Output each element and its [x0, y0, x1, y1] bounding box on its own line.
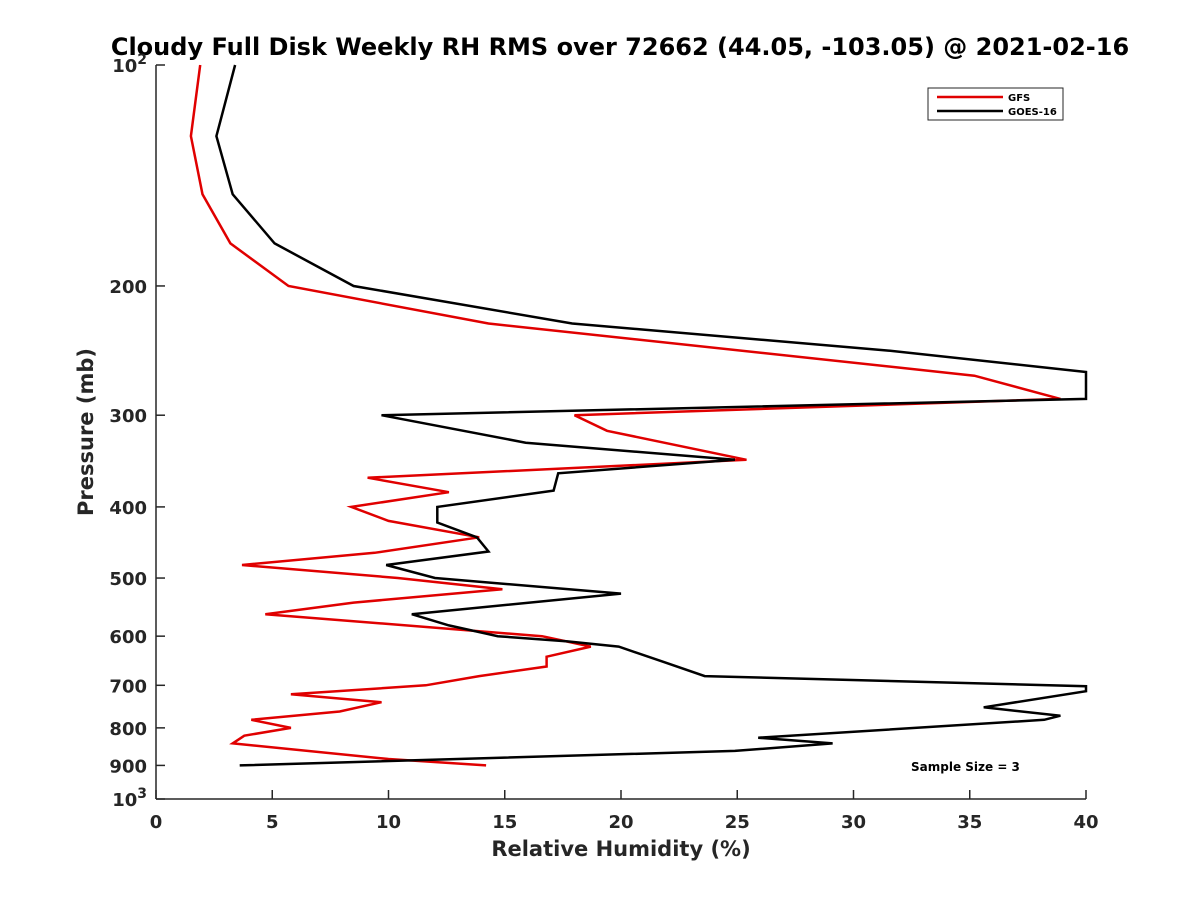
legend-label-goes-16: GOES-16 — [1008, 107, 1057, 118]
x-ticks: 0 5 10 15 20 25 30 35 40 — [150, 790, 1099, 833]
series-line-gfs — [189, 64, 1061, 767]
y-tick-label: 200 — [109, 277, 147, 298]
legend-box — [927, 87, 1064, 121]
y-tick-label: 900 — [109, 756, 147, 777]
y-tick-label: 500 — [109, 569, 147, 590]
plot-background — [156, 65, 1086, 799]
x-tick-label: 15 — [492, 812, 517, 833]
x-tick-label: 5 — [266, 812, 279, 833]
y-tick-label: 400 — [109, 498, 147, 519]
legend-label-gfs: GFS — [1008, 93, 1030, 104]
series-line-goes-16 — [215, 64, 1088, 767]
y-tick-label: 300 — [109, 406, 147, 427]
series-layer — [189, 64, 1088, 767]
x-tick-label: 30 — [841, 812, 866, 833]
y-axis-label: Pressure (mb) — [74, 348, 98, 516]
sample-size-annotation: Sample Size = 3 — [911, 760, 1020, 774]
plot-area: 0 5 10 15 20 25 30 35 40 102 200 300 400 500 600 700 80… — [109, 52, 1098, 833]
x-tick-label: 25 — [725, 812, 750, 833]
chart-title: Cloudy Full Disk Weekly RH RMS over 7266… — [111, 33, 1129, 61]
x-axis-label: Relative Humidity (%) — [491, 837, 750, 861]
x-tick-label: 10 — [376, 812, 401, 833]
x-tick-label: 20 — [608, 812, 633, 833]
y-tick-label: 600 — [109, 627, 147, 648]
legend: GFS GOES-16 — [927, 87, 1064, 121]
x-tick-label: 0 — [150, 812, 163, 833]
y-tick-label: 102 — [112, 52, 147, 77]
y-tick-label: 700 — [109, 676, 147, 697]
y-ticks: 102 200 300 400 500 600 700 800 900 103 — [109, 52, 165, 811]
x-tick-label: 35 — [957, 812, 982, 833]
y-tick-label: 800 — [109, 719, 147, 740]
y-tick-label: 103 — [112, 786, 147, 811]
x-tick-label: 40 — [1073, 812, 1098, 833]
